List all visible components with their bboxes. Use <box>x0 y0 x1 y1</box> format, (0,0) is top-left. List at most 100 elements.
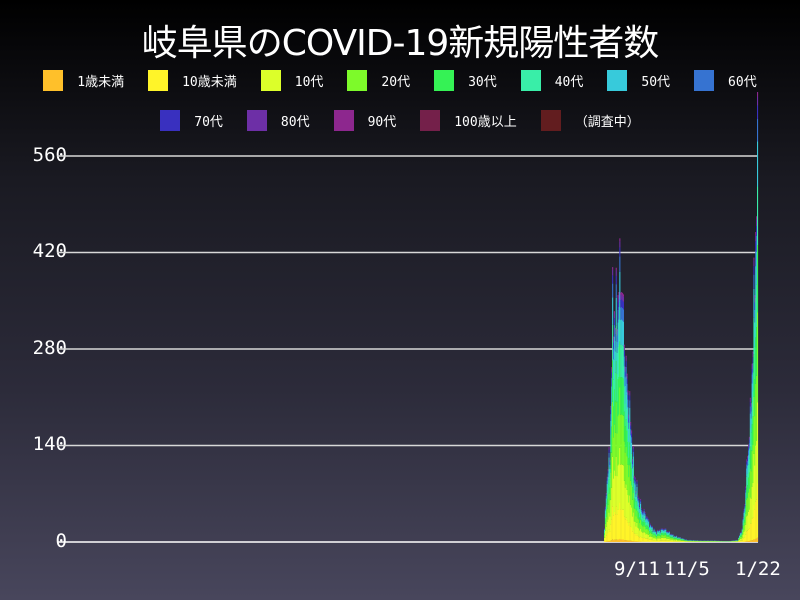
bar-segment <box>665 531 667 533</box>
bar-segment <box>607 484 609 494</box>
bar-segment <box>669 539 671 541</box>
bar-segment <box>643 537 645 542</box>
bar-segment <box>625 361 627 367</box>
bar-segment <box>757 92 759 97</box>
bar-segment <box>622 295 624 301</box>
bar-segment <box>624 403 626 427</box>
bar-segment <box>743 520 745 526</box>
bar-segment <box>634 484 636 491</box>
bar-segment <box>750 498 752 524</box>
bar-segment <box>613 336 615 360</box>
bar-segment <box>650 529 652 532</box>
bar-segment <box>606 498 608 509</box>
bar-segment <box>750 450 752 472</box>
bar-segment <box>682 540 684 541</box>
bar-segment <box>656 534 658 535</box>
bar-segment <box>640 513 642 521</box>
bar-segment <box>619 238 621 242</box>
bar-segment <box>640 520 642 529</box>
bar-segment <box>649 527 651 530</box>
bar-segment <box>607 493 609 505</box>
bar-segment <box>666 532 668 534</box>
bar-segment <box>749 402 751 407</box>
bar-segment <box>747 473 749 486</box>
bar-segment <box>622 464 624 510</box>
bar-segment <box>653 531 655 533</box>
bar-segment <box>681 539 683 541</box>
bar-segment <box>633 476 635 478</box>
bar-segment <box>748 448 750 459</box>
bar-segment <box>662 529 664 531</box>
bar-segment <box>634 541 636 542</box>
bar-segment <box>633 541 635 542</box>
x-tick-label: 11/5 <box>664 558 710 580</box>
bar-segment <box>659 538 661 541</box>
bar-segment <box>627 540 629 542</box>
legend-label: 1歳未満 <box>77 75 125 90</box>
bar-segment <box>618 377 620 415</box>
bar-segment <box>676 538 678 540</box>
bar-segment <box>639 517 641 524</box>
bar-segment <box>653 534 655 538</box>
bar-segment <box>679 538 681 540</box>
bar-segment <box>656 536 658 538</box>
bar-segment <box>637 495 639 497</box>
bar-segment <box>627 391 629 396</box>
legend-swatch <box>434 70 455 91</box>
bar-segment <box>663 532 665 534</box>
bar-segment <box>754 297 756 303</box>
bar-segment <box>625 366 627 377</box>
bar-segment <box>613 470 615 512</box>
legend-label: （調査中） <box>574 115 640 130</box>
bar-segment <box>640 508 642 509</box>
bar-segment <box>610 434 612 453</box>
bar-segment <box>609 462 611 465</box>
bar-segment <box>658 540 660 542</box>
bar-segment <box>669 534 671 536</box>
bar-segment <box>642 526 644 533</box>
bar-segment <box>632 466 634 479</box>
bar-segment <box>625 357 627 362</box>
bar-segment <box>652 531 654 532</box>
bar-segment <box>660 529 662 532</box>
bar-segment <box>679 538 681 539</box>
bar-segment <box>660 529 662 530</box>
bar-segment <box>665 532 667 536</box>
bar-segment <box>746 459 748 461</box>
bar-segment <box>637 535 639 542</box>
bar-segment <box>739 536 741 538</box>
bar-segment <box>739 535 741 537</box>
bar-segment <box>613 515 615 540</box>
bar-segment <box>610 472 612 500</box>
bar-segment <box>618 307 620 320</box>
bar-segment <box>743 537 745 542</box>
bar-segment <box>753 354 755 397</box>
bar-segment <box>628 477 630 503</box>
bar-segment <box>747 515 749 531</box>
bar-segment <box>676 539 678 542</box>
bar-segment <box>632 451 634 457</box>
bar-segment <box>640 508 642 514</box>
bar-segment <box>632 478 634 494</box>
bar-segment <box>667 532 669 534</box>
bar-segment <box>675 537 677 539</box>
bar-segment <box>631 485 633 508</box>
bar-segment <box>668 540 670 542</box>
bar-segment <box>650 533 652 537</box>
bar-segment <box>610 407 612 410</box>
bar-segment <box>757 402 759 484</box>
bar-segment <box>743 510 745 512</box>
bar-segment <box>605 503 607 510</box>
bar-segment <box>632 512 634 530</box>
bar-segment <box>607 471 609 474</box>
bar-segment <box>757 105 759 120</box>
bar-segment <box>663 535 665 539</box>
bar-segment <box>631 433 633 438</box>
bar-segment <box>644 538 646 542</box>
bar-segment <box>637 527 639 536</box>
bar-segment <box>659 533 661 536</box>
bar-segment <box>657 533 659 536</box>
bar-segment <box>745 486 747 487</box>
legend-row-2: 70代 80代 90代 100歳以上 （調査中） <box>0 110 800 131</box>
